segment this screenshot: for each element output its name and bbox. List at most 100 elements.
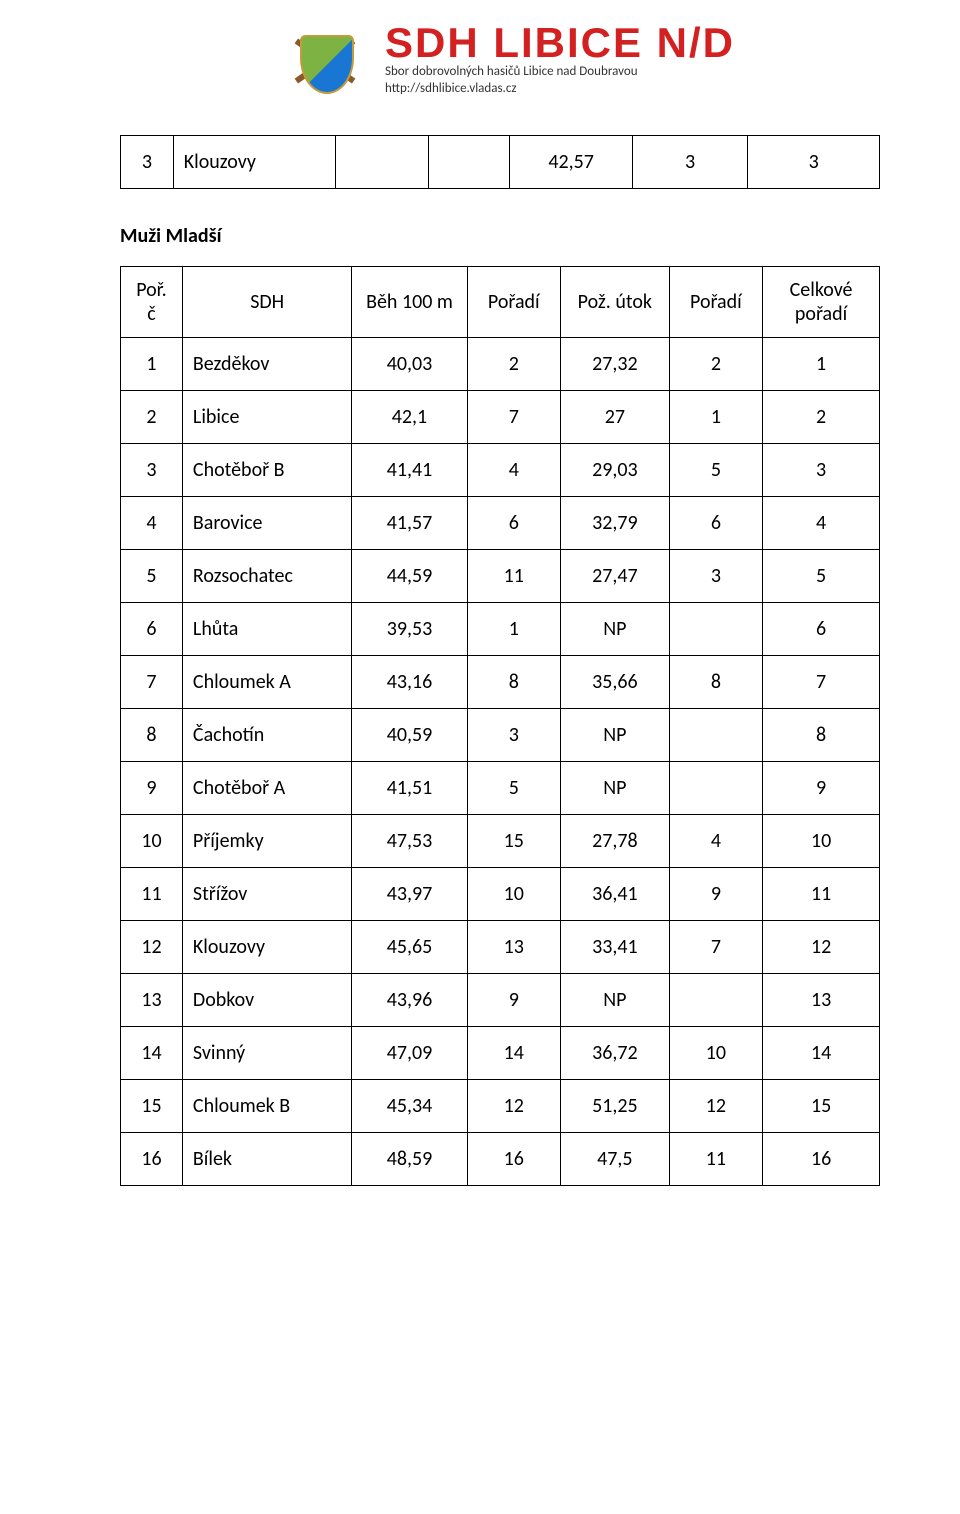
cell-p1: 1 xyxy=(467,603,561,656)
cell-p1: 8 xyxy=(467,656,561,709)
table-row: 4Barovice41,57632,7964 xyxy=(121,497,880,550)
cell-celk: 7 xyxy=(763,656,880,709)
cell-p1: 3 xyxy=(632,136,748,189)
cell-p2: 9 xyxy=(669,868,763,921)
cell-num: 13 xyxy=(121,974,183,1027)
cell-p2: 3 xyxy=(748,136,880,189)
cell-p1: 16 xyxy=(467,1133,561,1186)
header-logo: SDH LIBICE N/D Sbor dobrovolných hasičů … xyxy=(120,20,890,105)
cell-p2: 12 xyxy=(669,1080,763,1133)
summary-table: 3Klouzovy42,5733 xyxy=(120,135,880,189)
cell-name: Bílek xyxy=(182,1133,352,1186)
cell-p1: 2 xyxy=(467,338,561,391)
cell-celk: 5 xyxy=(763,550,880,603)
cell-beh: 41,57 xyxy=(352,497,467,550)
col-beh: Běh 100 m xyxy=(352,267,467,338)
cell-name: Příjemky xyxy=(182,815,352,868)
cell-beh: 47,53 xyxy=(352,815,467,868)
cell-num: 8 xyxy=(121,709,183,762)
cell-celk: 11 xyxy=(763,868,880,921)
cell-p1: 3 xyxy=(467,709,561,762)
cell-beh: 40,59 xyxy=(352,709,467,762)
cell-p2: 3 xyxy=(669,550,763,603)
cell-utok: 27,32 xyxy=(561,338,670,391)
table-row: 1Bezděkov40,03227,3221 xyxy=(121,338,880,391)
cell-name: Chotěboř A xyxy=(182,762,352,815)
cell-p2: 6 xyxy=(669,497,763,550)
cell-celk: 3 xyxy=(763,444,880,497)
cell-p1: 15 xyxy=(467,815,561,868)
table-row: 11Střížov43,971036,41911 xyxy=(121,868,880,921)
cell-utok: NP xyxy=(561,603,670,656)
cell-name: Klouzovy xyxy=(173,136,335,189)
cell-p1: 5 xyxy=(467,762,561,815)
cell-p1: 14 xyxy=(467,1027,561,1080)
cell-celk: 13 xyxy=(763,974,880,1027)
cell-name: Čachotín xyxy=(182,709,352,762)
table-row: 8Čachotín40,593NP8 xyxy=(121,709,880,762)
cell-p2 xyxy=(669,603,763,656)
cell-name: Barovice xyxy=(182,497,352,550)
cell-beh: 45,65 xyxy=(352,921,467,974)
cell-celk: 12 xyxy=(763,921,880,974)
table-row: 14Svinný47,091436,721014 xyxy=(121,1027,880,1080)
cell-p2: 4 xyxy=(669,815,763,868)
cell-name: Lhůta xyxy=(182,603,352,656)
cell-num: 6 xyxy=(121,603,183,656)
cell-p2: 10 xyxy=(669,1027,763,1080)
cell-name: Dobkov xyxy=(182,974,352,1027)
cell-utok: 32,79 xyxy=(561,497,670,550)
cell-name: Střížov xyxy=(182,868,352,921)
cell-utok: NP xyxy=(561,762,670,815)
cell-utok: 27 xyxy=(561,391,670,444)
col-celkove: Celkové pořadí xyxy=(763,267,880,338)
cell-beh: 42,1 xyxy=(352,391,467,444)
cell-celk: 1 xyxy=(763,338,880,391)
cell-celk: 4 xyxy=(763,497,880,550)
cell-num: 14 xyxy=(121,1027,183,1080)
cell-p2: 8 xyxy=(669,656,763,709)
cell-name: Bezděkov xyxy=(182,338,352,391)
cell-num: 15 xyxy=(121,1080,183,1133)
logo-subtitle-2: http://sdhlibice.vladas.cz xyxy=(385,81,735,98)
cell-name: Chotěboř B xyxy=(182,444,352,497)
cell-beh: 41,41 xyxy=(352,444,467,497)
cell-p1: 6 xyxy=(467,497,561,550)
cell-empty xyxy=(335,136,428,189)
cell-p2 xyxy=(669,762,763,815)
table-row: 16Bílek48,591647,51116 xyxy=(121,1133,880,1186)
cell-p1: 7 xyxy=(467,391,561,444)
cell-celk: 15 xyxy=(763,1080,880,1133)
cell-celk: 9 xyxy=(763,762,880,815)
cell-num: 12 xyxy=(121,921,183,974)
cell-beh: 47,09 xyxy=(352,1027,467,1080)
cell-utok: 33,41 xyxy=(561,921,670,974)
cell-p2: 7 xyxy=(669,921,763,974)
col-poradi-2: Pořadí xyxy=(669,267,763,338)
logo-subtitle-1: Sbor dobrovolných hasičů Libice nad Doub… xyxy=(385,64,735,81)
cell-empty xyxy=(429,136,510,189)
cell-utok: 36,72 xyxy=(561,1027,670,1080)
col-sdh: SDH xyxy=(182,267,352,338)
cell-beh: 39,53 xyxy=(352,603,467,656)
table-row: 5Rozsochatec44,591127,4735 xyxy=(121,550,880,603)
cell-p1: 10 xyxy=(467,868,561,921)
cell-name: Chloumek B xyxy=(182,1080,352,1133)
logo-title: SDH LIBICE N/D xyxy=(385,22,735,64)
cell-beh: 43,16 xyxy=(352,656,467,709)
cell-value: 42,57 xyxy=(510,136,632,189)
cell-beh: 48,59 xyxy=(352,1133,467,1186)
cell-utok: 27,47 xyxy=(561,550,670,603)
cell-beh: 40,03 xyxy=(352,338,467,391)
table-header-row: Poř. č SDH Běh 100 m Pořadí Pož. útok Po… xyxy=(121,267,880,338)
cell-num: 3 xyxy=(121,136,174,189)
cell-name: Svinný xyxy=(182,1027,352,1080)
col-utok: Pož. útok xyxy=(561,267,670,338)
cell-p2: 5 xyxy=(669,444,763,497)
cell-celk: 6 xyxy=(763,603,880,656)
cell-beh: 43,96 xyxy=(352,974,467,1027)
cell-name: Libice xyxy=(182,391,352,444)
cell-beh: 44,59 xyxy=(352,550,467,603)
cell-utok: 51,25 xyxy=(561,1080,670,1133)
cell-p2 xyxy=(669,974,763,1027)
